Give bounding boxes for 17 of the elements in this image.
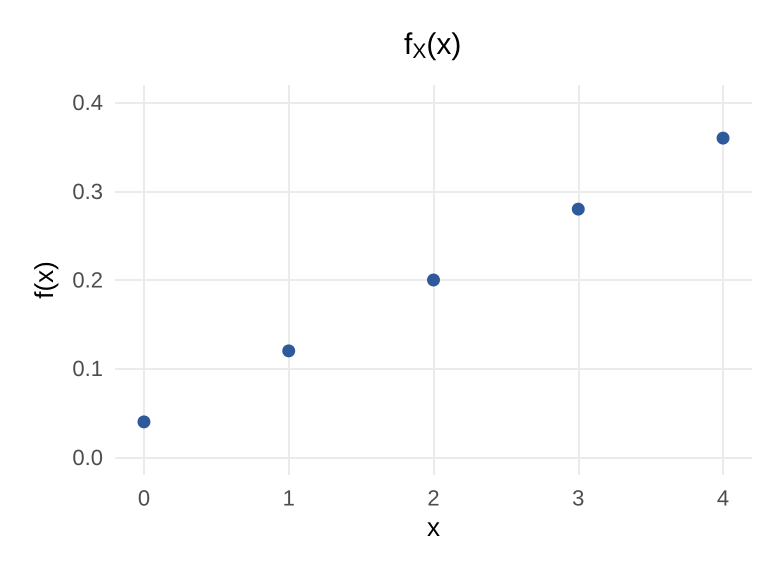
y-tick-label: 0.0 <box>72 444 103 470</box>
x-tick-label: 2 <box>427 486 440 510</box>
y-tick-label: 0.3 <box>72 178 103 204</box>
x-tick-label: 3 <box>572 486 584 510</box>
x-tick-label: 1 <box>282 486 295 510</box>
point <box>137 415 150 428</box>
point <box>716 132 730 145</box>
x-tick-label: 0 <box>138 486 150 510</box>
x-tick-label: 4 <box>716 486 730 510</box>
y-tick-label: 0.2 <box>72 268 103 292</box>
point <box>427 274 440 286</box>
point <box>282 344 296 358</box>
point <box>572 202 585 216</box>
y-tick-label: 0.1 <box>72 356 103 382</box>
y-tick-label: 0.4 <box>72 90 103 116</box>
y-axis-title: f(x) <box>29 261 59 299</box>
x-axis-title: x <box>427 512 440 542</box>
